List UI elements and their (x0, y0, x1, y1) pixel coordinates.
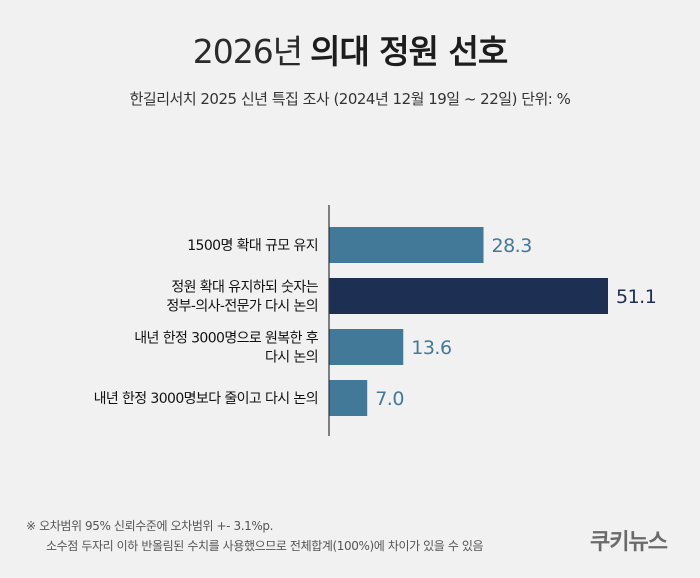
category-label-4-line-1: 내년 한정 3000명보다 줄이고 다시 논의 (94, 391, 318, 407)
category-label-3-line-1: 내년 한정 3000명으로 원복한 후 (134, 331, 318, 347)
chart-subtitle: 한길리서치 2025 신년 특집 조사 (2024년 12월 19일 ~ 22일… (129, 90, 571, 108)
category-label-3-line-2: 다시 논의 (265, 350, 318, 366)
category-label-2-line-2: 정부-의사-전문가 다시 논의 (166, 299, 318, 315)
footnote-line-2: 소수점 두자리 이하 반올림된 수치를 사용했으므로 전체합계(100%)에 차… (46, 539, 484, 553)
bar-4 (329, 380, 368, 416)
bar-3 (329, 329, 404, 365)
footnote-line-1: ※ 오차범위 95% 신뢰수준에 오차범위 +- 3.1%p. (26, 519, 274, 533)
chart-title: 2026년 의대 정원 선호 (0, 30, 700, 74)
chart-title-main: 의대 정원 선호 (310, 32, 508, 71)
bar-value-label-2: 51.1 (616, 286, 656, 308)
footnote: ※ 오차범위 95% 신뢰수준에 오차범위 +- 3.1%p. 소수점 두자리 … (26, 516, 484, 556)
chart-title-year: 2026년 (192, 32, 303, 71)
bar-value-label-3: 13.6 (411, 337, 451, 359)
bar-value-label-1: 28.3 (492, 235, 532, 257)
bar-2 (329, 278, 608, 314)
bar-1 (329, 227, 484, 263)
bar-value-label-4: 7.0 (375, 388, 404, 410)
category-label-1-line-1: 1500명 확대 규모 유지 (187, 238, 318, 254)
category-label-2-line-1: 정원 확대 유지하되 숫자는 (171, 280, 318, 296)
brand-logo: 쿠키뉴스 (590, 530, 668, 555)
